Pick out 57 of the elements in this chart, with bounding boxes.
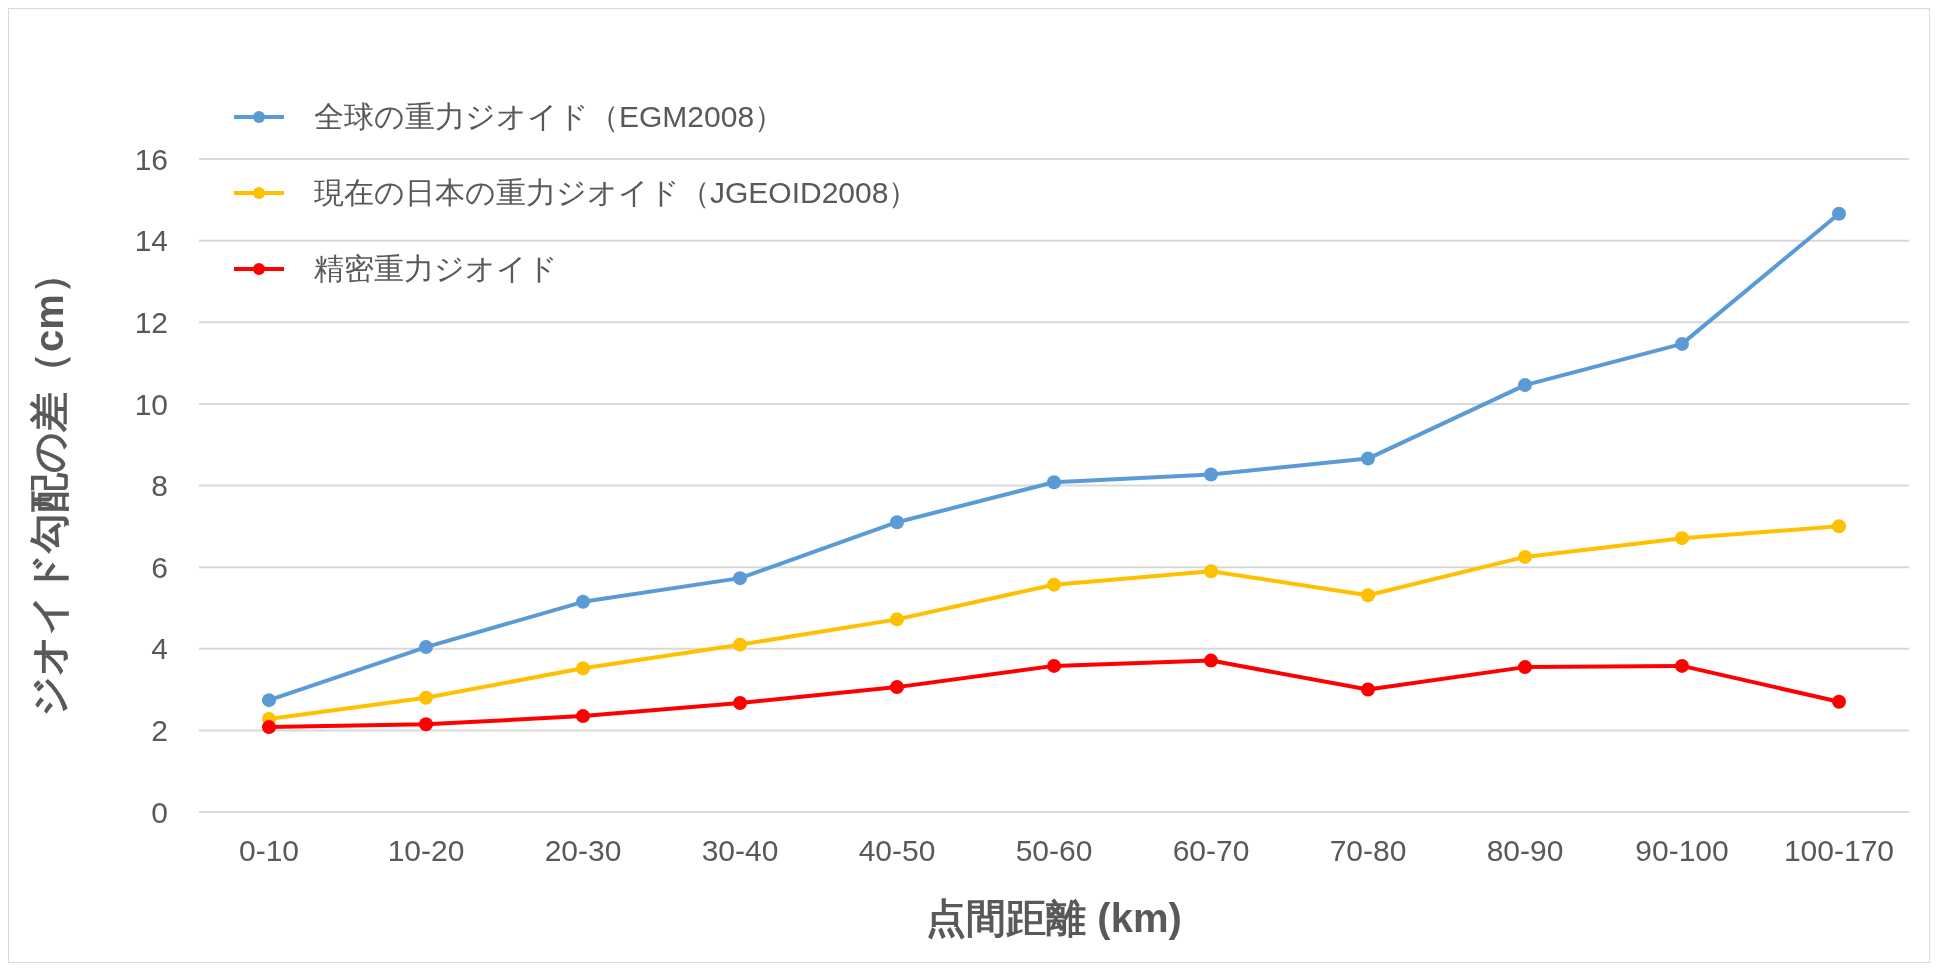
legend-label: 精密重力ジオイド (314, 250, 558, 287)
point (419, 640, 433, 655)
point (1204, 564, 1218, 579)
x-tick-label: 90-100 (1635, 834, 1729, 868)
y-tick-label: 10 (134, 387, 168, 421)
point (262, 693, 276, 708)
point (1047, 658, 1061, 673)
point (733, 571, 747, 586)
x-tick-label: 50-60 (1015, 834, 1093, 868)
legend-label: 全球の重力ジオイド（EGM2008） (314, 98, 785, 135)
x-tick-label: 70-80 (1329, 834, 1407, 868)
point (1832, 694, 1846, 709)
point (733, 637, 747, 652)
y-axis-title: ジオイド勾配の差（cm） (27, 254, 72, 717)
point (419, 690, 433, 705)
point (1675, 658, 1689, 673)
y-tick-label: 14 (134, 224, 168, 258)
point (1675, 531, 1689, 546)
point (1832, 206, 1846, 221)
x-tick-label: 30-40 (701, 834, 779, 868)
point (576, 594, 590, 609)
point (1518, 549, 1532, 564)
point (1832, 519, 1846, 534)
point (733, 696, 747, 711)
point (890, 515, 904, 530)
point (262, 720, 276, 735)
x-tick-label: 60-70 (1172, 834, 1250, 868)
x-tick-label: 20-30 (544, 834, 622, 868)
point (1518, 660, 1532, 675)
x-tick-label: 0-10 (238, 834, 300, 868)
x-tick-label: 40-50 (858, 834, 936, 868)
y-tick-label: 16 (134, 142, 168, 176)
point (1204, 653, 1218, 668)
point (1047, 475, 1061, 490)
x-tick-label: 10-20 (387, 834, 465, 868)
point (1204, 467, 1218, 482)
x-axis-title: 点間距離 (km) (926, 896, 1182, 940)
point (1361, 588, 1375, 603)
point (576, 661, 590, 676)
y-tick-label: 0 (151, 795, 168, 829)
y-tick-label: 2 (151, 714, 168, 748)
y-tick-label: 4 (151, 632, 168, 666)
y-tick-label: 12 (134, 305, 168, 339)
point (576, 709, 590, 724)
x-tick-label: 100-170 (1783, 834, 1895, 868)
y-tick-label: 6 (151, 550, 168, 584)
point (419, 717, 433, 732)
legend-label: 現在の日本の重力ジオイド（JGEOID2008） (314, 174, 919, 211)
x-tick-label: 80-90 (1486, 834, 1564, 868)
point (1361, 451, 1375, 466)
point (890, 612, 904, 627)
point (890, 680, 904, 695)
point (1361, 682, 1375, 697)
point (1518, 378, 1532, 393)
y-tick-label: 8 (151, 469, 168, 503)
point (1047, 577, 1061, 592)
point (1675, 336, 1689, 351)
